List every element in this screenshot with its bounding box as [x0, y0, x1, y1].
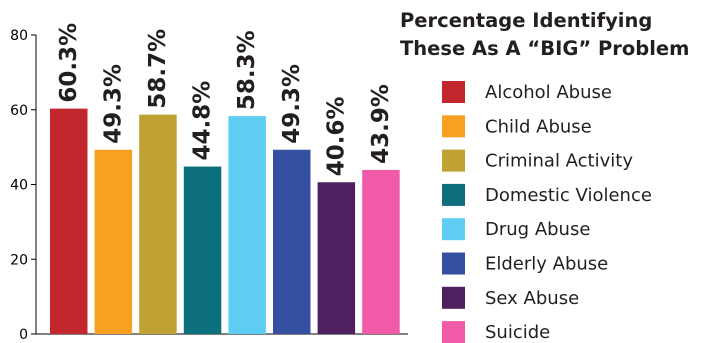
bar	[362, 169, 400, 334]
legend-swatch	[442, 149, 465, 172]
bar-data-label: 49.3%	[100, 64, 126, 144]
bar-data-label: 43.9%	[368, 84, 394, 164]
bar-data-label: 60.3%	[56, 23, 82, 103]
y-tick-label: 0	[19, 327, 28, 343]
bar-data-label: 49.3%	[279, 64, 305, 144]
legend-swatch	[442, 321, 465, 343]
legend-swatch	[442, 218, 465, 241]
legend-label: Child Abuse	[485, 116, 592, 137]
legend-label: Sex Abuse	[485, 288, 579, 309]
chart-title-line: These As A “BIG” Problem	[400, 37, 689, 60]
legend-swatch	[442, 81, 465, 103]
legend-label: Elderly Abuse	[485, 254, 608, 275]
legend-label: Drug Abuse	[485, 219, 590, 240]
legend: Alcohol Abuse Child Abuse Criminal Activit…	[442, 81, 652, 343]
bar	[183, 166, 222, 334]
bar-data-label: 40.6%	[323, 96, 349, 176]
data-labels: 60.3% 49.3% 58.7% 44.8% 58.3% 49.3% 40.6% 43.9%	[56, 23, 394, 176]
bar	[273, 149, 311, 334]
bar-data-label: 58.3%	[234, 30, 260, 110]
y-tick-label: 80	[10, 28, 28, 44]
bar	[50, 108, 88, 334]
legend-swatch	[442, 115, 465, 138]
bar	[317, 182, 356, 334]
legend-label: Domestic Violence	[485, 185, 652, 206]
legend-label: Suicide	[485, 322, 550, 343]
chart-title: Percentage Identifying These As A “BIG” P…	[400, 9, 689, 60]
bar-data-label: 58.7%	[145, 29, 171, 109]
legend-label: Criminal Activity	[485, 151, 633, 172]
bar	[94, 149, 133, 334]
legend-swatch	[442, 252, 465, 275]
y-tick-label: 60	[10, 103, 28, 119]
legend-swatch	[442, 183, 465, 206]
y-tick-label: 20	[10, 252, 28, 268]
bar	[139, 114, 177, 334]
bars	[50, 108, 400, 334]
bar	[228, 116, 266, 334]
bar-data-label: 44.8%	[190, 81, 216, 161]
legend-label: Alcohol Abuse	[485, 82, 612, 103]
y-tick-label: 40	[10, 178, 28, 194]
chart-title-line: Percentage Identifying	[400, 9, 652, 32]
legend-swatch	[442, 286, 465, 309]
